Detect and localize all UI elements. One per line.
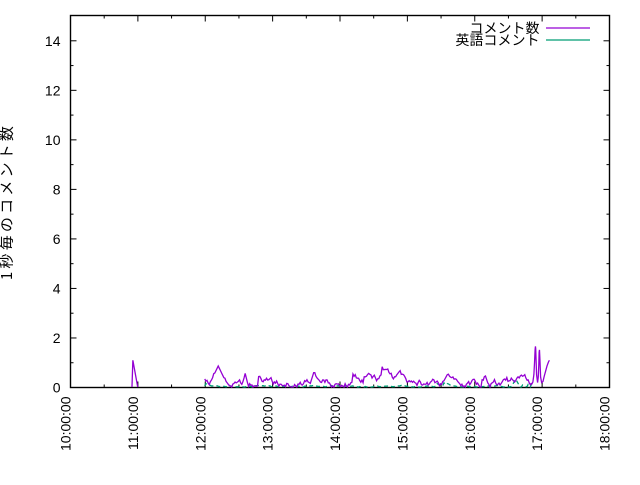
svg-text:15:00:00: 15:00:00 (394, 396, 410, 451)
svg-text:英語コメント: 英語コメント (456, 30, 540, 50)
svg-text:1秒毎のコメント数: 1秒毎のコメント数 (0, 123, 17, 280)
svg-text:12:00:00: 12:00:00 (192, 396, 208, 451)
svg-text:0: 0 (53, 380, 61, 396)
svg-text:18:00:00: 18:00:00 (597, 396, 613, 451)
svg-text:16:00:00: 16:00:00 (462, 396, 478, 451)
svg-text:17:00:00: 17:00:00 (529, 396, 545, 451)
svg-text:6: 6 (53, 231, 61, 247)
svg-text:10:00:00: 10:00:00 (58, 396, 74, 451)
svg-text:14: 14 (45, 33, 61, 49)
svg-text:14:00:00: 14:00:00 (327, 396, 343, 451)
svg-text:10: 10 (45, 132, 61, 148)
svg-text:11:00:00: 11:00:00 (125, 396, 141, 450)
svg-text:8: 8 (53, 181, 61, 197)
svg-text:13:00:00: 13:00:00 (260, 396, 276, 451)
svg-text:4: 4 (53, 280, 61, 296)
svg-text:12: 12 (45, 82, 61, 98)
svg-text:2: 2 (53, 330, 61, 346)
